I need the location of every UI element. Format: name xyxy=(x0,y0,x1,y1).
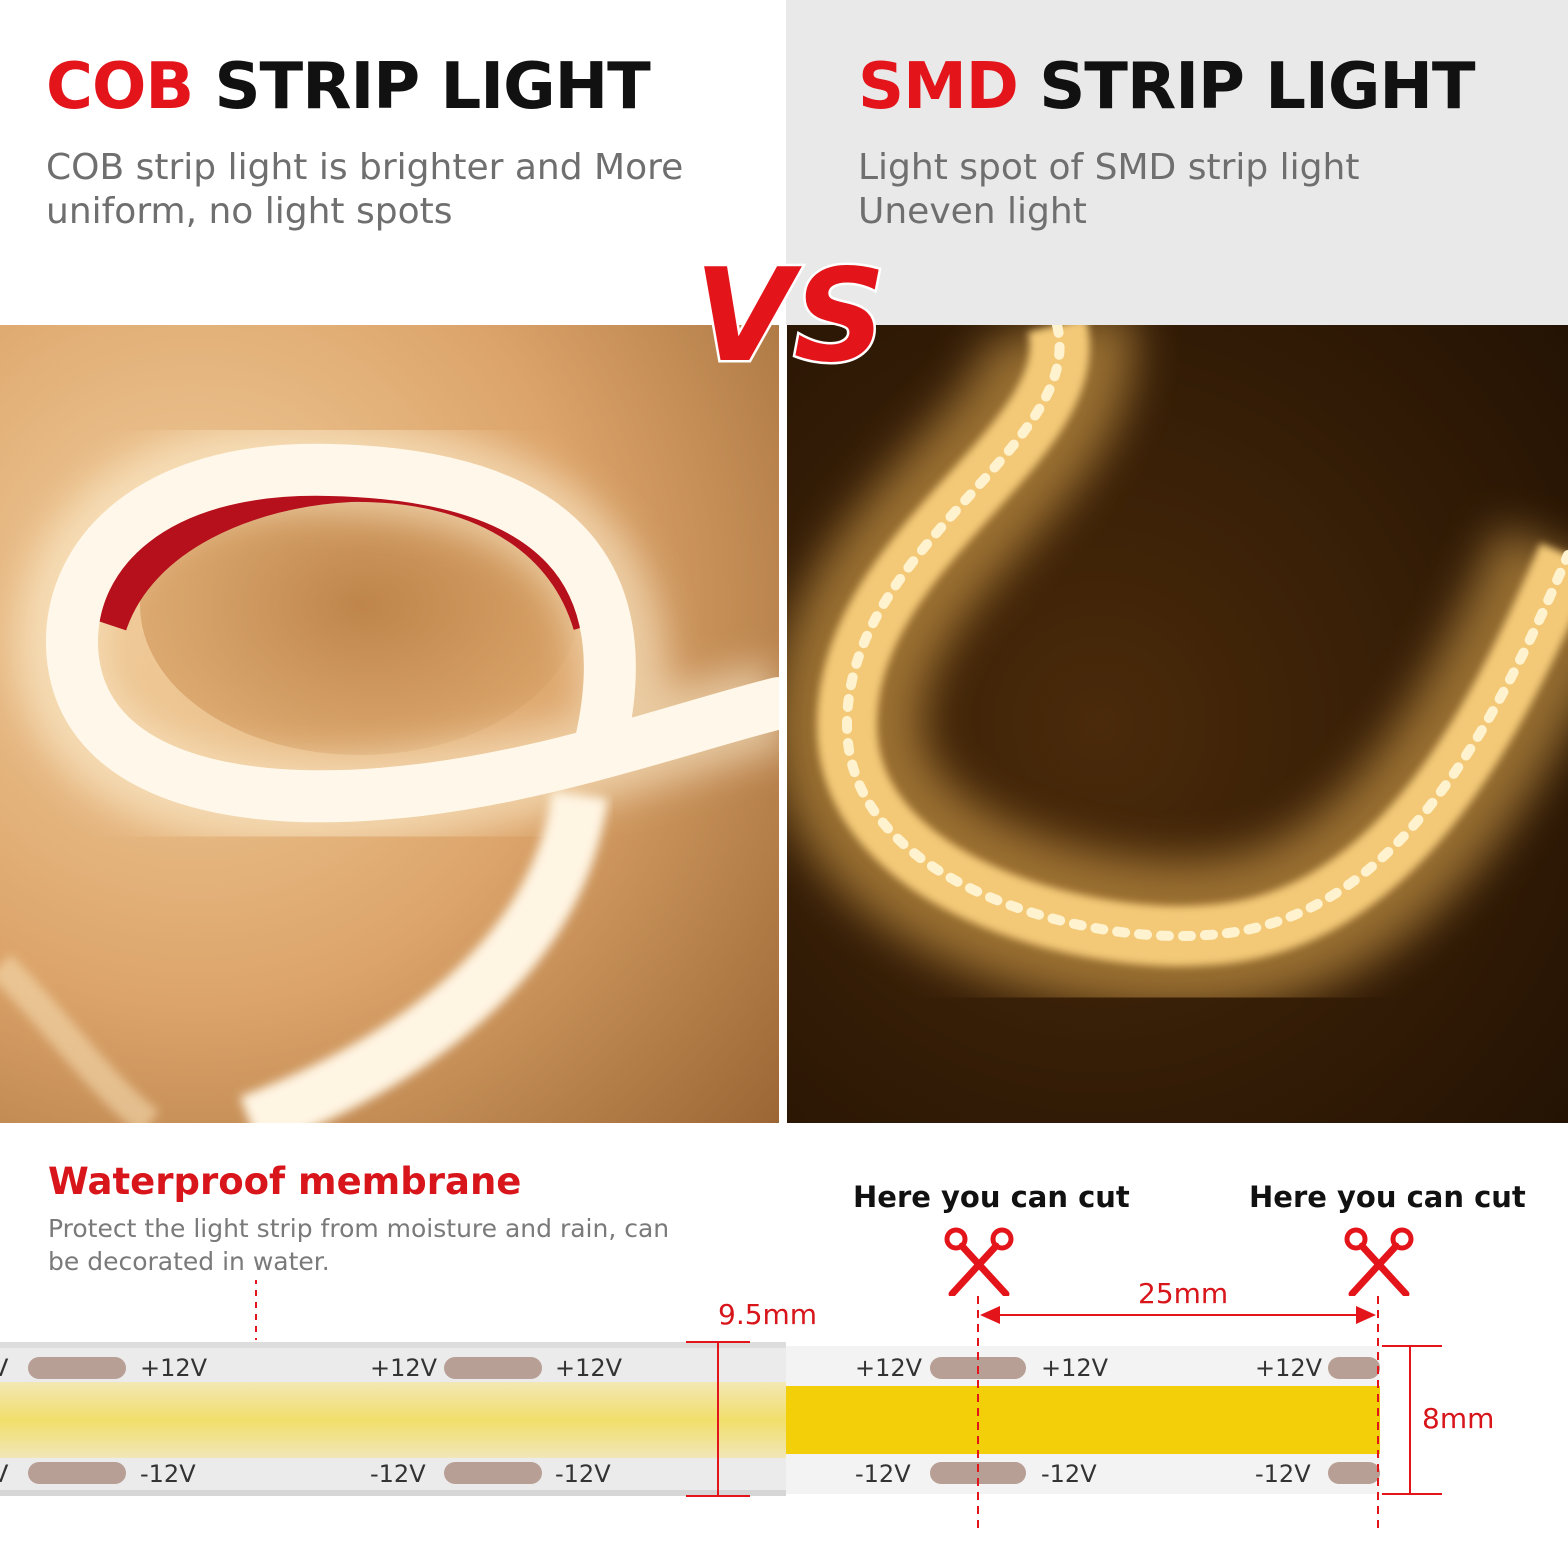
pad-label-plus: +12V xyxy=(1041,1354,1109,1382)
cob-width-label: 9.5mm xyxy=(718,1298,818,1331)
cob-title-rest: STRIP LIGHT xyxy=(214,50,650,124)
cut-label-right: Here you can cut xyxy=(1249,1180,1526,1214)
pad-label-plus: +12V xyxy=(1255,1354,1323,1382)
cob-light-band xyxy=(0,1382,786,1458)
cob-description-line-2: uniform, no light spots xyxy=(46,191,453,232)
pad-label-minus: -12V xyxy=(855,1460,911,1488)
smd-header: SMD STRIP LIGHT Light spot of SMD strip … xyxy=(786,0,1568,325)
pad-label-plus: +12V xyxy=(140,1354,208,1382)
cob-title: COB STRIP LIGHT xyxy=(46,50,651,124)
cob-title-accent: COB xyxy=(46,50,194,124)
pad-label-minus: -12V xyxy=(555,1460,611,1488)
photo-divider xyxy=(779,325,787,1123)
pad-label-minus: -12V xyxy=(1041,1460,1097,1488)
pad-label-plus: +12V xyxy=(555,1354,623,1382)
cob-header: COB STRIP LIGHT COB strip light is brigh… xyxy=(0,0,786,325)
smd-description-line-1: Light spot of SMD strip light xyxy=(858,147,1360,188)
pad-label-plus: +12V xyxy=(855,1354,923,1382)
pad-label-minus: -12V xyxy=(140,1460,196,1488)
cut-label-left: Here you can cut xyxy=(853,1180,1130,1214)
pad-label-minus: -12V xyxy=(1255,1460,1311,1488)
pad-label-edge-bottom: V xyxy=(0,1460,9,1488)
vs-label: VS xyxy=(690,240,890,394)
cut-spacing-label: 25mm xyxy=(1138,1277,1229,1310)
vs-text: VS xyxy=(694,248,885,378)
strip-diagram xyxy=(0,1280,1442,1530)
smd-light-band xyxy=(786,1386,1380,1454)
cob-strip-photo xyxy=(0,325,779,1123)
smd-title-rest: STRIP LIGHT xyxy=(1039,50,1475,124)
pad-label-minus: -12V xyxy=(370,1460,426,1488)
pad-label-plus: +12V xyxy=(370,1354,438,1382)
smd-title-accent: SMD xyxy=(858,50,1019,124)
scissors-icon-right xyxy=(1344,1227,1414,1296)
cob-description-line-1: COB strip light is brighter and More xyxy=(46,147,684,188)
smd-width-label: 8mm xyxy=(1422,1402,1495,1435)
smd-description-line-2: Uneven light xyxy=(858,191,1087,232)
waterproof-description: Protect the light strip from moisture an… xyxy=(48,1214,670,1276)
cob-description: COB strip light is brighter and More uni… xyxy=(46,146,683,234)
waterproof-title: Waterproof membrane xyxy=(48,1160,522,1203)
scissors-icon-left xyxy=(944,1227,1014,1296)
smd-title: SMD STRIP LIGHT xyxy=(858,50,1476,124)
pad-label-edge-top: V xyxy=(0,1354,9,1382)
smd-strip-photo xyxy=(787,325,1568,1123)
smd-description: Light spot of SMD strip light Uneven lig… xyxy=(858,146,1359,234)
